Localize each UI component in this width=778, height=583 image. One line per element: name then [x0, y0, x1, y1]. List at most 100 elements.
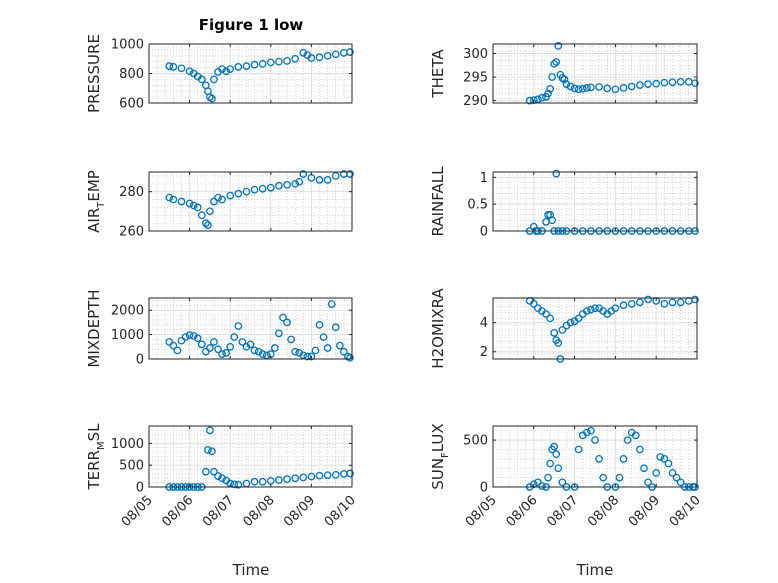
data-point: [544, 473, 552, 482]
data-point: [672, 473, 681, 482]
axes-box: [148, 171, 353, 232]
data-point: [668, 78, 677, 87]
data-point: [574, 314, 583, 323]
data-point: [226, 191, 235, 200]
data-point: [266, 58, 275, 67]
data-point: [165, 193, 174, 202]
data-point: [550, 442, 559, 451]
data-point: [197, 75, 206, 84]
data-point: [346, 353, 354, 362]
data-point: [291, 54, 300, 63]
y-axis-label: RAINFALL: [429, 166, 447, 237]
x-tick-label: 08/08: [241, 493, 278, 530]
y-tick-label: 280: [119, 185, 144, 200]
data-point: [550, 59, 559, 68]
data-point: [582, 84, 591, 92]
data-point: [544, 89, 552, 98]
subplot-5: 0 1000 2000 MIXDEPTH: [85, 289, 354, 368]
data-point: [189, 331, 198, 340]
data-point: [599, 473, 608, 482]
data-point: [636, 445, 644, 454]
y-axis-label: AIRTEMP: [85, 170, 107, 233]
y-tick-label: 1000: [111, 328, 144, 343]
data-point: [234, 322, 243, 330]
y-tick-label: 290: [463, 94, 488, 109]
data-point: [595, 454, 603, 463]
data-point: [169, 63, 178, 71]
data-point: [210, 197, 218, 206]
y-tick-label: 500: [119, 459, 144, 474]
data-point: [346, 469, 354, 478]
data-point: [554, 339, 563, 347]
data-point: [299, 170, 308, 178]
data-point: [582, 307, 591, 315]
data-point: [315, 53, 324, 62]
subplot-8: 0 500 08/05 08/06 08/07 08/08 08/09 08/10 SUNFLU…: [429, 423, 704, 530]
data-point: [204, 446, 212, 454]
data-point: [214, 472, 222, 480]
data-point: [548, 216, 557, 225]
data-point: [335, 341, 344, 350]
data-point: [165, 62, 174, 70]
data-point: [208, 94, 216, 103]
data-point: [652, 469, 661, 477]
data-point: [238, 338, 247, 346]
data-point: [210, 75, 218, 84]
data-point: [226, 342, 235, 351]
y-tick-label: 260: [119, 225, 144, 240]
data-point: [214, 193, 222, 202]
data-point: [206, 93, 214, 101]
data-point: [315, 320, 324, 329]
data-point: [534, 95, 542, 104]
data-point: [315, 471, 324, 480]
data-point: [554, 464, 563, 473]
data-point: [587, 83, 595, 92]
data-point: [197, 211, 206, 220]
y-tick-label: 1: [480, 171, 488, 186]
data-point: [208, 447, 216, 456]
data-point: [275, 329, 283, 338]
data-point: [303, 352, 312, 361]
y-tick-label: 4: [480, 316, 488, 331]
data-point: [177, 64, 186, 73]
subplot-1: 600 800 1000 PRESSURE: [85, 34, 354, 113]
y-tick-label: 0: [480, 225, 488, 240]
y-axis-label: H2OMIXRA: [429, 288, 447, 369]
data-point: [181, 333, 190, 341]
data-point: [258, 477, 267, 486]
data-point: [218, 350, 226, 358]
data-point: [331, 470, 340, 479]
data-point: [299, 473, 308, 482]
x-tick-label: 08/07: [544, 493, 581, 530]
axes-box: [148, 297, 353, 360]
data-point: [676, 77, 685, 86]
data-point: [525, 96, 534, 105]
y-axis-label: MIXDEPTH: [85, 289, 103, 367]
data-point: [566, 82, 575, 91]
data-point: [582, 428, 591, 437]
data-point: [242, 342, 251, 351]
data-point: [283, 475, 291, 484]
subplot-4: 0 0.5 1 RAINFALL: [429, 166, 699, 240]
y-axis-label: SUNFLUX: [429, 423, 451, 489]
data-point: [534, 478, 542, 487]
x-tick-label: 08/07: [200, 493, 237, 530]
data-point: [271, 344, 279, 352]
data-point: [546, 459, 554, 468]
data-point: [546, 84, 554, 93]
data-point: [631, 431, 640, 440]
data-point: [619, 454, 628, 463]
data-point: [615, 473, 624, 482]
data-point: [222, 349, 230, 357]
data-point: [283, 57, 291, 65]
data-point: [676, 298, 685, 307]
data-point: [234, 63, 243, 71]
data-point: [660, 299, 669, 308]
data-point: [554, 42, 563, 50]
data-point: [611, 85, 620, 94]
data-point: [214, 345, 222, 354]
data-point: [538, 93, 546, 102]
data-point: [636, 298, 644, 307]
data-point: [226, 65, 235, 73]
y-tick-label: 1000: [111, 38, 144, 53]
